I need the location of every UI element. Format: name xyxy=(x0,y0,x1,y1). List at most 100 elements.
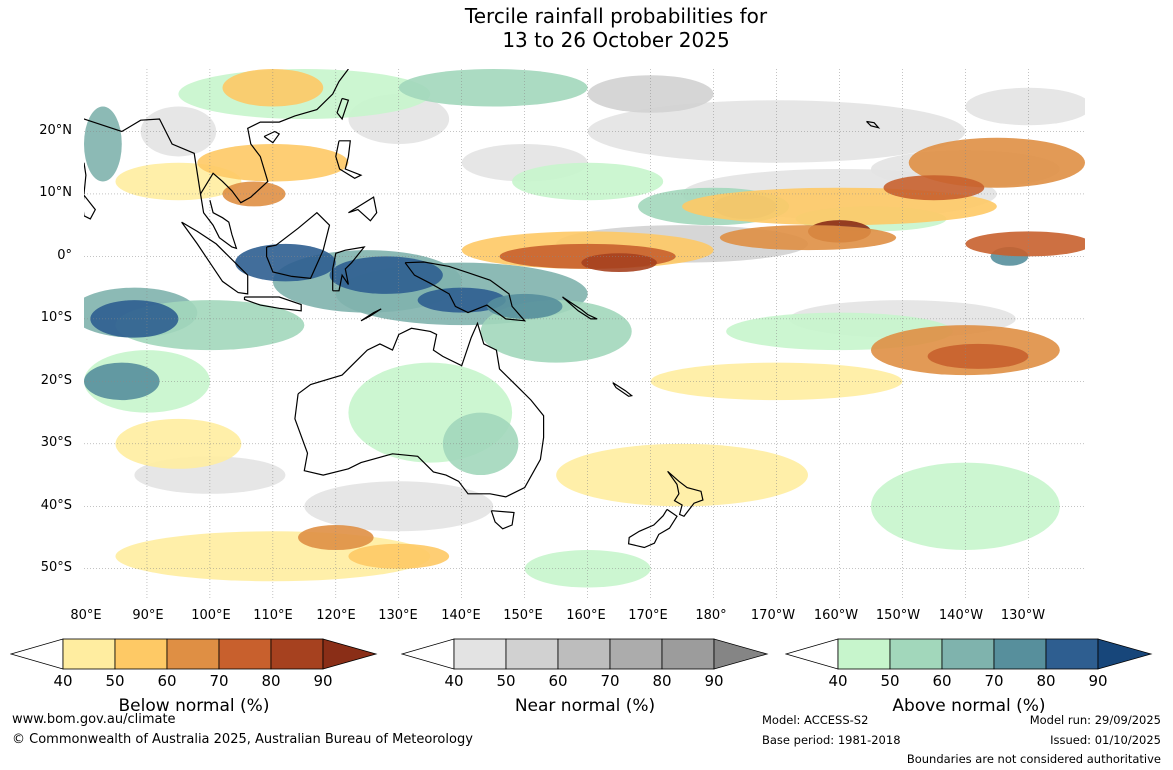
shading-region xyxy=(329,256,443,294)
shading-region xyxy=(556,443,808,507)
luzon-coast xyxy=(335,140,363,179)
lon-label-160e: 160°E xyxy=(566,608,606,623)
lon-label-130e: 130°E xyxy=(378,608,418,623)
model-name: Model: ACCESS-S2 xyxy=(762,713,869,727)
below-tick: 60 xyxy=(157,672,177,690)
above-tick: 90 xyxy=(1088,672,1108,690)
above-tick: 50 xyxy=(880,672,900,690)
lon-label-170w: 170°W xyxy=(750,608,796,623)
shading-region xyxy=(84,362,160,401)
shading-region xyxy=(719,225,897,251)
colorbar-segment xyxy=(114,638,168,670)
shading-region xyxy=(587,100,966,163)
colorbar-high-end xyxy=(713,638,769,670)
new-guinea-coast xyxy=(404,261,527,322)
near-tick: 90 xyxy=(704,672,724,690)
colorbar-high-end xyxy=(1097,638,1153,670)
shading-region xyxy=(965,87,1085,126)
colorbar-segment xyxy=(889,638,943,670)
colorbar-segment xyxy=(993,638,1047,670)
colorbar-segment xyxy=(505,638,559,670)
lon-label-110e: 110°E xyxy=(253,608,293,623)
timor-coast xyxy=(360,308,382,322)
lon-label-170e: 170°E xyxy=(628,608,668,623)
lon-label-100e: 100°E xyxy=(191,608,231,623)
malay-peninsula-coast xyxy=(199,193,238,250)
below-tick: 80 xyxy=(261,672,281,690)
boundary-disclaimer: Boundaries are not considered authoritat… xyxy=(906,752,1161,766)
near-normal-title: Near normal (%) xyxy=(514,696,656,716)
hainan-coast xyxy=(263,130,281,144)
below-tick: 90 xyxy=(313,672,333,690)
mindanao-coast xyxy=(348,196,378,222)
above-tick: 60 xyxy=(932,672,952,690)
lat-label-20n: 20°N xyxy=(39,123,72,138)
above-tick: 80 xyxy=(1036,672,1056,690)
colorbar-segment xyxy=(837,638,891,670)
shading-region xyxy=(348,543,450,569)
lon-label-150e: 150°E xyxy=(503,608,543,623)
lat-label-20s: 20°S xyxy=(40,373,72,388)
below-tick: 70 xyxy=(209,672,229,690)
above-normal-colorbar xyxy=(785,638,1153,670)
shading-region xyxy=(90,300,179,338)
issued-date: Issued: 01/10/2025 xyxy=(1050,733,1161,747)
java-coast xyxy=(243,296,302,312)
lon-label-120e: 120°E xyxy=(316,608,356,623)
solomon-islands-coast xyxy=(562,296,598,320)
nz-north-island-coast xyxy=(667,470,704,518)
colorbar-segment xyxy=(1045,638,1099,670)
colorbar-high-end xyxy=(322,638,378,670)
lon-label-150w: 150°W xyxy=(875,608,921,623)
above-tick: 70 xyxy=(984,672,1004,690)
hawaii-coast xyxy=(866,120,881,129)
lon-label-140w: 140°W xyxy=(938,608,984,623)
colorbar-low-end xyxy=(10,638,64,670)
colorbar-segment xyxy=(661,638,715,670)
nz-south-island-coast xyxy=(627,508,678,549)
lon-label-90e: 90°E xyxy=(132,608,164,623)
shading-region xyxy=(908,137,1085,188)
colorbar-segment xyxy=(941,638,995,670)
map-title: Tercile rainfall probabilities for 13 to… xyxy=(0,4,1173,52)
below-tick: 40 xyxy=(53,672,73,690)
title-line-2: 13 to 26 October 2025 xyxy=(502,28,730,52)
lat-label-10s: 10°S xyxy=(40,310,72,325)
near-tick: 70 xyxy=(600,672,620,690)
coastlines xyxy=(84,69,881,549)
shading-region xyxy=(965,231,1085,257)
below-normal-colorbar xyxy=(10,638,378,670)
colorbar-low-end xyxy=(401,638,455,670)
shading-region xyxy=(304,481,494,532)
tasmania-coast xyxy=(490,510,515,530)
lon-label-80e: 80°E xyxy=(70,608,102,623)
lon-label-160w: 160°W xyxy=(813,608,859,623)
above-normal-ticks: 40 50 60 70 80 90 xyxy=(785,672,1153,690)
shading-region xyxy=(870,462,1060,551)
shading-region xyxy=(883,175,985,201)
colorbar-segment xyxy=(62,638,116,670)
sri-lanka-coast xyxy=(84,194,97,220)
australia-coast xyxy=(294,321,545,498)
website-link[interactable]: www.bom.gov.au/climate xyxy=(12,712,176,727)
copyright-text: © Commonwealth of Australia 2025, Austra… xyxy=(12,732,473,747)
near-tick: 50 xyxy=(496,672,516,690)
colorbar-segment xyxy=(453,638,507,670)
lon-label-130w: 130°W xyxy=(1000,608,1046,623)
colorbar-segment xyxy=(270,638,324,670)
lat-label-10n: 10°N xyxy=(39,185,72,200)
below-tick: 50 xyxy=(105,672,125,690)
shading-region xyxy=(398,69,588,107)
lat-label-30s: 30°S xyxy=(40,435,72,450)
shading-region xyxy=(84,106,122,182)
taiwan-coast xyxy=(336,97,350,121)
shading-region xyxy=(524,550,651,588)
near-tick: 80 xyxy=(652,672,672,690)
colorbar-segment xyxy=(609,638,663,670)
shading-region xyxy=(235,243,336,282)
shading-region xyxy=(581,253,657,273)
graticule xyxy=(84,69,1085,600)
model-run-date: Model run: 29/09/2025 xyxy=(1029,713,1161,727)
sulawesi-coast xyxy=(332,246,366,292)
probability-shading xyxy=(84,69,1085,588)
